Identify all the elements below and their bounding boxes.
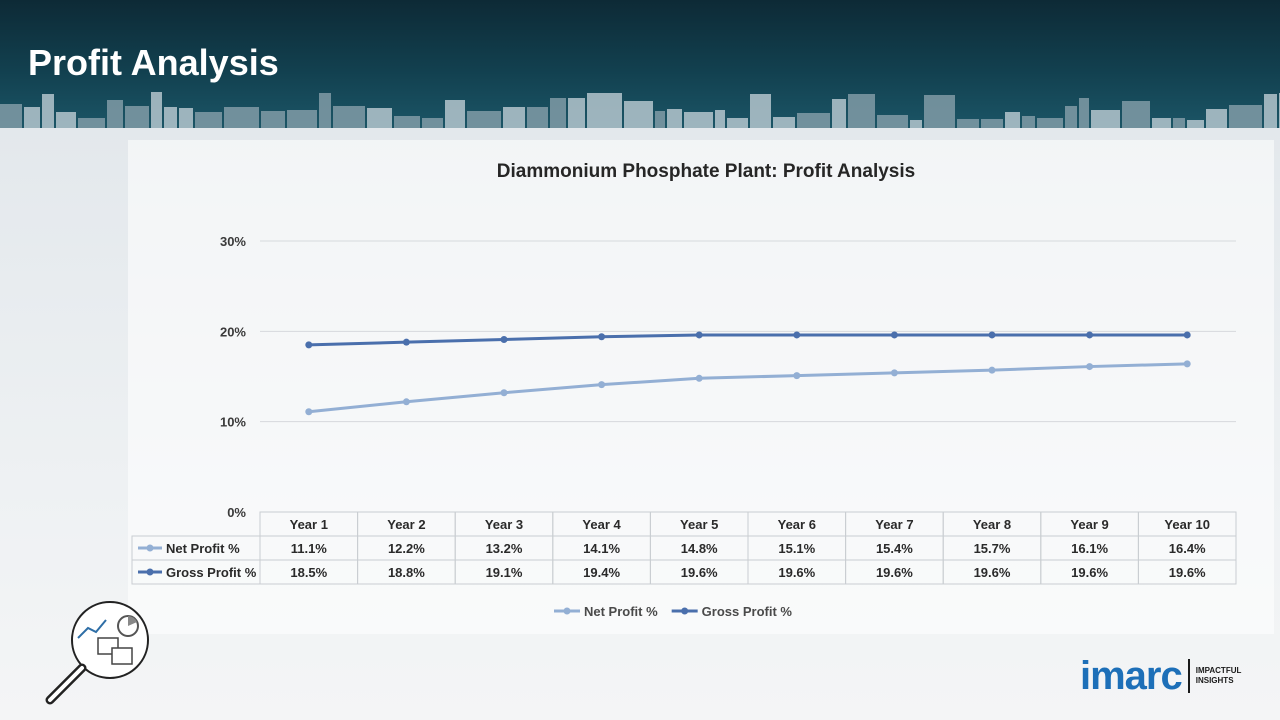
series-name: Net Profit % [166,541,240,556]
data-label: 15.7% [974,541,1011,556]
data-label: 16.1% [1071,541,1108,556]
data-point [890,331,898,339]
y-tick-label: 0% [227,505,246,520]
data-label: 11.1% [291,541,328,556]
data-table: Year 1 Year 2 Year 3 Year 4 Year 5 Year 6 Year… [131,511,1237,585]
series-line [308,333,1188,347]
legend-marker [563,607,571,615]
data-label: 19.6% [1169,565,1206,580]
data-point [598,333,606,341]
data-point [1086,331,1094,339]
data-point [988,331,996,339]
data-point [1183,331,1191,339]
data-label: 19.6% [681,565,718,580]
data-point [988,366,996,374]
data-label: 19.1% [486,565,523,580]
data-point [695,374,703,382]
data-label: 16.4% [1169,541,1206,556]
x-tick-label: Year 2 [387,517,425,532]
header-banner: Profit Analysis [0,0,1280,128]
x-tick-label: Year 1 [290,517,328,532]
x-tick-label: Year 5 [680,517,718,532]
data-point [500,389,508,397]
x-tick-label: Year 9 [1070,517,1108,532]
data-label: 19.6% [876,565,913,580]
analytics-magnifier-icon [40,598,152,713]
y-tick-label: 10% [220,415,246,430]
imarc-logo: imarc IMPACTFUL INSIGHTS [1080,656,1256,696]
data-label: 15.1% [778,541,815,556]
logo-divider [1187,659,1190,693]
data-label: 19.6% [778,565,815,580]
data-point [793,331,801,339]
data-label: 13.2% [486,541,523,556]
legend-entry: Net Profit % [584,604,658,619]
city-skyline-graphic [0,92,1280,128]
y-tick-label: 30% [220,234,246,249]
data-point [402,338,410,346]
x-tick-label: Year 7 [875,517,913,532]
x-tick-label: Year 6 [778,517,816,532]
data-point [305,341,313,349]
data-label: 19.6% [974,565,1011,580]
series-line [308,362,1188,414]
x-tick-label: Year 8 [973,517,1011,532]
page-title: Profit Analysis [28,42,279,83]
legend-marker [681,607,689,615]
x-tick-label: Year 3 [485,517,523,532]
data-point [598,381,606,389]
legend-key-marker [146,568,154,576]
series-lines [305,331,1191,416]
data-label: 14.8% [681,541,718,556]
data-label: 14.1% [583,541,620,556]
table-cell [1137,559,1237,585]
x-tick-label: Year 10 [1164,517,1210,532]
y-tick-label: 20% [220,324,246,339]
legend-key-marker [146,544,154,552]
logo-tagline: IMPACTFUL INSIGHTS [1195,666,1242,685]
legend: Net Profit % Gross Profit % [554,604,792,619]
data-label: 18.5% [290,565,327,580]
series-name: Gross Profit % [166,565,257,580]
data-point [402,398,410,406]
y-axis-ticks: 0% 10% 20% 30% [220,234,246,520]
chart-title: Diammonium Phosphate Plant: Profit Analy… [497,161,915,182]
data-point [1086,363,1094,371]
data-point [695,331,703,339]
logo-word: imarc [1080,654,1183,698]
data-point [500,335,508,343]
data-label: 15.4% [876,541,913,556]
profit-line-chart: Diammonium Phosphate Plant: Profit Analy… [131,161,1237,619]
data-label: 12.2% [388,541,425,556]
data-point [793,372,801,380]
legend-entry: Gross Profit % [702,604,793,619]
data-point [305,408,313,416]
data-label: 19.6% [1071,565,1108,580]
chart-panel: Diammonium Phosphate Plant: Profit Analy… [128,140,1274,634]
data-label: 18.8% [388,565,425,580]
x-tick-label: Year 4 [582,517,621,532]
data-label: 19.4% [583,565,620,580]
data-point [1183,360,1191,368]
data-point [890,369,898,377]
